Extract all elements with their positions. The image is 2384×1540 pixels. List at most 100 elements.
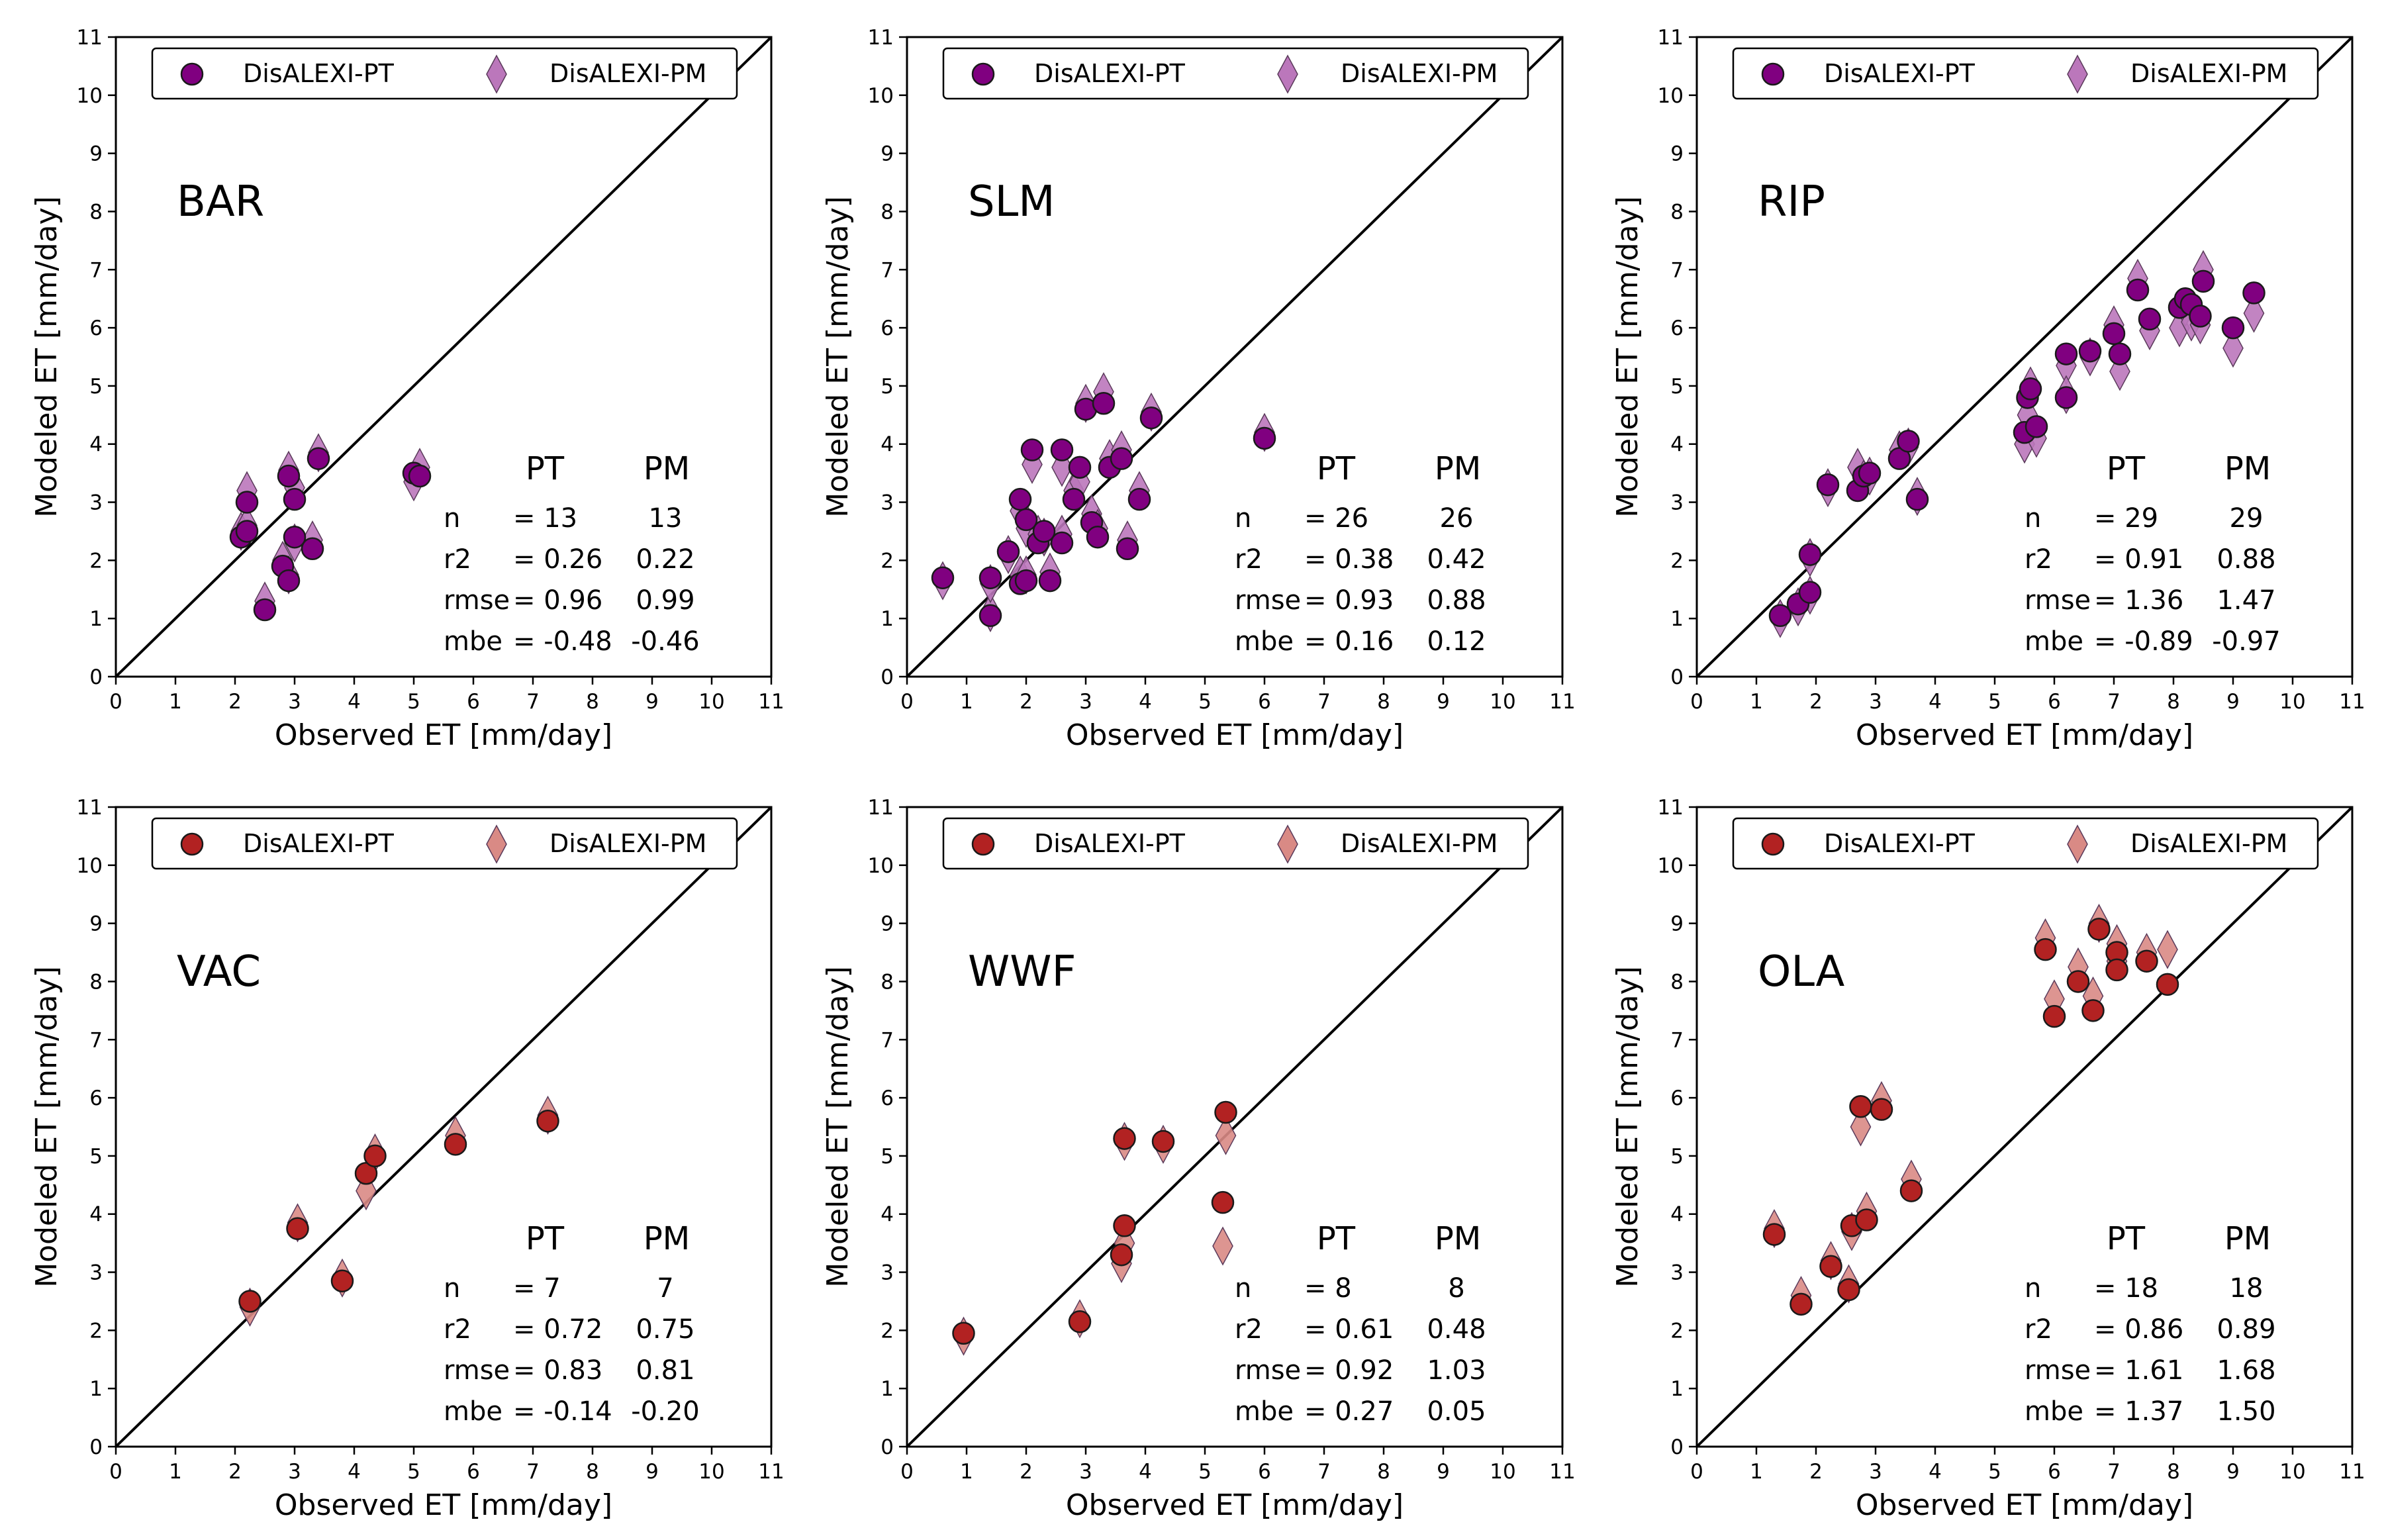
pt-circle-point	[996, 540, 1020, 563]
pt-circle-point	[1798, 543, 1822, 566]
y-tick-label: 1	[1670, 607, 1684, 631]
x-tick-label: 7	[1317, 690, 1331, 714]
stats-pt-value: = 0.26	[513, 544, 602, 575]
y-tick-label: 1	[881, 1377, 894, 1401]
pt-circle-point	[1849, 1095, 1872, 1118]
one-to-one-line	[1695, 806, 2354, 1448]
y-tick-label: 4	[1670, 433, 1684, 457]
y-tick-label: 2	[89, 1319, 103, 1343]
stats-label-n: n	[444, 503, 460, 534]
pt-circle-point	[978, 604, 1002, 628]
y-tick-label: 10	[77, 84, 103, 108]
y-tick-label: 8	[881, 970, 894, 994]
x-tick-label: 8	[586, 690, 599, 714]
stats-label-n: n	[2025, 503, 2041, 534]
stats-label-n: n	[2025, 1273, 2041, 1304]
legend-pm-marker	[1277, 54, 1298, 94]
pt-circle-point	[536, 1109, 559, 1133]
pt-circle-point	[2105, 958, 2128, 982]
x-tick-label: 6	[1258, 690, 1271, 714]
pt-circle-point	[301, 537, 324, 561]
x-tick-label: 5	[1988, 690, 2001, 714]
pt-circle-point	[238, 1290, 262, 1313]
y-tick-label: 5	[89, 1145, 103, 1169]
y-tick-label: 7	[881, 1028, 894, 1052]
x-tick-label: 11	[2339, 690, 2365, 714]
pt-circle-point	[1211, 1190, 1235, 1214]
legend-box	[942, 817, 1529, 870]
y-tick-label: 4	[89, 433, 103, 457]
y-tick-label: 3	[89, 1261, 103, 1285]
y-tick-label: 5	[1670, 375, 1684, 399]
y-tick-label: 8	[89, 970, 103, 994]
y-tick-label: 1	[89, 1377, 103, 1401]
pt-circle-point	[1905, 487, 1929, 511]
stats-pt-value: = 1.36	[2094, 585, 2183, 616]
pt-circle-point	[2054, 342, 2078, 365]
y-tick-label: 1	[881, 607, 894, 631]
y-tick-label: 6	[89, 1086, 103, 1110]
x-tick-label: 2	[1809, 690, 1823, 714]
y-tick-label: 11	[77, 26, 103, 50]
pt-circle-point	[2066, 970, 2090, 993]
one-to-one-line	[906, 806, 1564, 1448]
pt-circle-point	[2102, 322, 2126, 346]
plot-frame	[906, 806, 1564, 1448]
stats-pm-value: 0.81	[636, 1355, 694, 1386]
stats-header-pm: PM	[1435, 1220, 1481, 1257]
x-tick-label: 11	[1549, 1460, 1575, 1484]
stats-pt-value: = 0.38	[1304, 544, 1394, 575]
pt-circle-point	[330, 1269, 354, 1292]
legend-pt-label: DisALEXI-PT	[1034, 829, 1186, 858]
stats-table: PT PM n = 7 7 r2 = 0.72 0.75 rmse = 0.83 0.81 mbe = …	[444, 1220, 700, 1427]
pt-circle-point	[2126, 278, 2150, 302]
stats-header-pt: PT	[2107, 1220, 2146, 1257]
x-tick-label: 6	[2048, 1460, 2061, 1484]
x-axis-label: Observed ET [mm/day]	[1856, 1488, 2193, 1522]
pm-diamond-point	[1850, 1107, 1872, 1147]
y-tick-label: 5	[881, 375, 894, 399]
stats-pm-value: 0.75	[636, 1314, 694, 1345]
x-tick-label: 4	[1929, 1460, 1942, 1484]
stats-pt-value: = 7	[513, 1273, 561, 1304]
x-tick-label: 5	[407, 1460, 420, 1484]
stats-label-mbe: mbe	[2025, 1396, 2083, 1427]
stats-table: PT PM n = 29 29 r2 = 0.91 0.88 rmse = 1.36 1.47 mbe…	[2025, 450, 2281, 657]
stats-pt-value: = 26	[1304, 503, 1368, 534]
x-tick-label: 0	[900, 690, 914, 714]
plot-frame	[906, 36, 1564, 678]
x-tick-label: 5	[1988, 1460, 2001, 1484]
stats-pt-value: = 0.96	[513, 585, 602, 616]
pt-circle-point	[2221, 316, 2245, 340]
legend-pm-label: DisALEXI-PM	[2130, 829, 2287, 858]
y-tick-label: 9	[881, 912, 894, 936]
pt-circle-point	[1086, 525, 1110, 549]
pt-circle-point	[952, 1322, 975, 1345]
one-to-one-line	[1695, 36, 2354, 678]
stats-pm-value: 29	[2230, 503, 2264, 534]
y-tick-label: 0	[1670, 665, 1684, 689]
pt-circle-point	[1762, 1223, 1786, 1246]
legend-box	[942, 47, 1529, 100]
legend: DisALEXI-PT DisALEXI-PM	[151, 817, 738, 870]
x-tick-label: 9	[2226, 1460, 2240, 1484]
legend-pm-label: DisALEXI-PM	[2130, 59, 2287, 88]
x-tick-label: 6	[467, 690, 480, 714]
x-tick-label: 5	[407, 690, 420, 714]
y-tick-label: 11	[868, 26, 894, 50]
pt-circle-point	[1008, 487, 1032, 511]
y-tick-label: 10	[1658, 84, 1684, 108]
stats-header-pm: PM	[644, 450, 690, 487]
pt-circle-point	[2087, 918, 2111, 941]
y-tick-label: 7	[1670, 1028, 1684, 1052]
one-to-one-line	[115, 36, 773, 678]
y-axis-label: Modeled ET [mm/day]	[821, 966, 855, 1288]
stats-pm-value: 26	[1440, 503, 1474, 534]
stats-pt-value: = 0.92	[1304, 1355, 1394, 1386]
pt-circle-point	[286, 1217, 309, 1240]
x-tick-label: 7	[526, 690, 540, 714]
stats-table: PT PM n = 13 13 r2 = 0.26 0.22 rmse = 0.96 0.99 mbe…	[444, 450, 700, 657]
pt-circle-point	[408, 464, 432, 488]
y-tick-label: 8	[89, 200, 103, 224]
